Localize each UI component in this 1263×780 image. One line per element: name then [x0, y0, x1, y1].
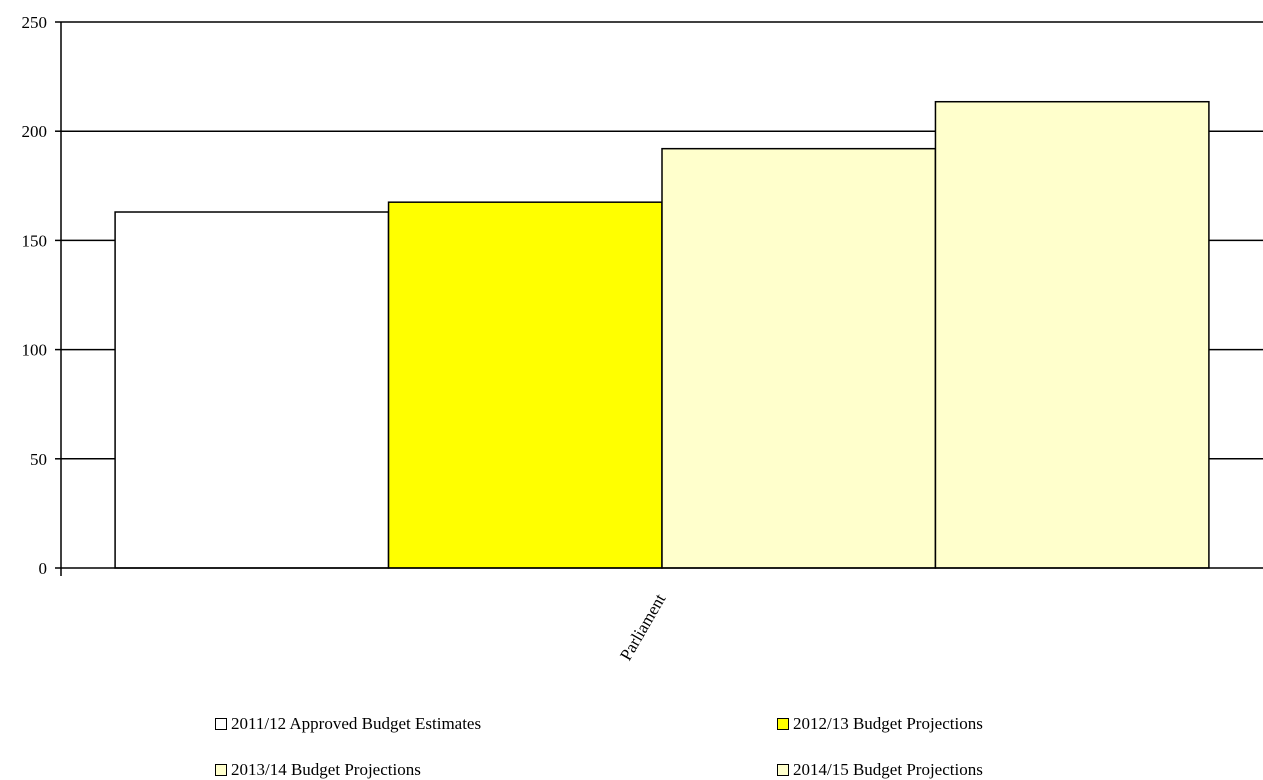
legend-swatch [777, 764, 789, 776]
y-tick-label: 250 [22, 13, 48, 32]
legend-item: 2012/13 Budget Projections [777, 714, 983, 734]
legend-item: 2014/15 Budget Projections [777, 760, 983, 780]
legend-swatch [215, 718, 227, 730]
y-tick-label: 100 [22, 341, 48, 360]
bar-2013-14-budget-projections [661, 147, 937, 569]
category-label: Parliament [616, 590, 669, 664]
legend-label: 2013/14 Budget Projections [231, 760, 421, 779]
y-tick-label: 200 [22, 122, 48, 141]
bar-2011-12-approved-budget-estimates [114, 211, 390, 569]
bar-2014-15-budget-projections [934, 100, 1210, 569]
legend-item: 2011/12 Approved Budget Estimates [215, 714, 481, 734]
legend-swatch [215, 764, 227, 776]
legend-label: 2012/13 Budget Projections [793, 714, 983, 733]
bars [114, 100, 1210, 569]
y-tick-label: 0 [39, 559, 48, 578]
legend-label: 2014/15 Budget Projections [793, 760, 983, 779]
y-tick-label: 50 [30, 450, 47, 469]
legend-swatch [777, 718, 789, 730]
bar-chart: 0 50 100 150 200 250 Parliament [22, 13, 1263, 664]
bar-2012-13-budget-projections [387, 201, 663, 569]
legend-item: 2013/14 Budget Projections [215, 760, 421, 780]
y-tick-label: 150 [22, 231, 48, 250]
legend-label: 2011/12 Approved Budget Estimates [231, 714, 482, 733]
